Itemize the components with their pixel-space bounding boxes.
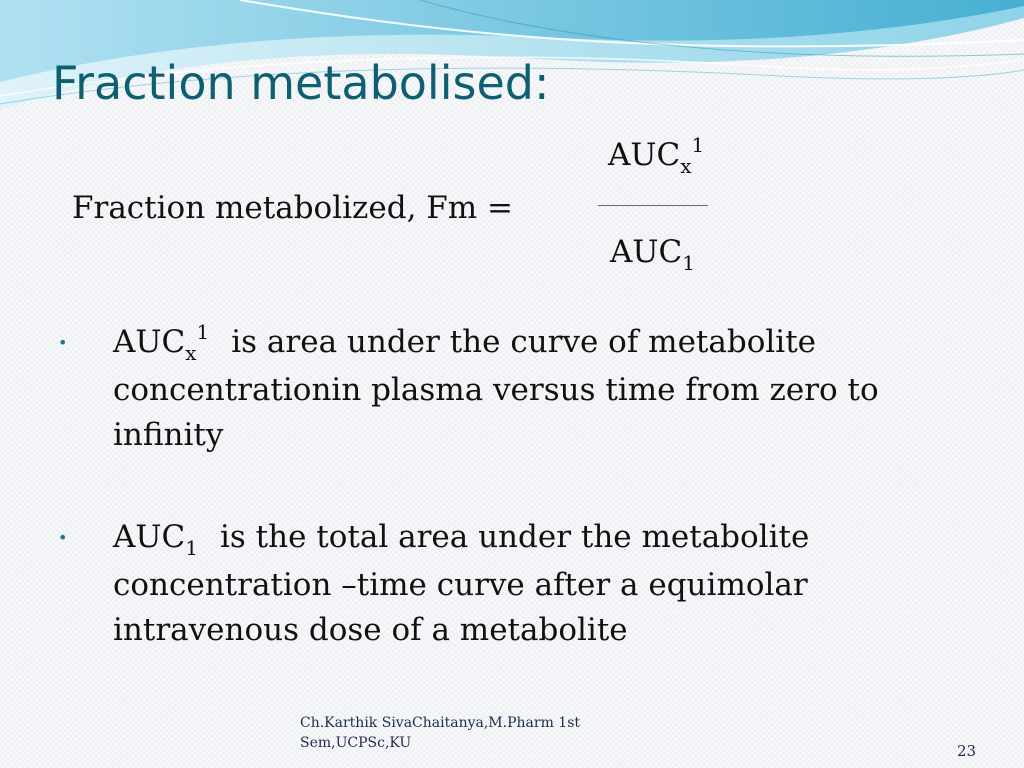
numerator-base: AUC (608, 137, 681, 173)
denominator-base: AUC (610, 234, 683, 270)
page-number: 23 (957, 742, 977, 760)
bullet-text-auc-1: AUC1 is the total area under the metaboli… (113, 515, 913, 653)
fraction-bar (598, 205, 708, 206)
numerator-subscript: x (680, 154, 692, 178)
formula-lhs: Fraction metabolized, Fm = (72, 190, 514, 226)
bullet-description: is area under the curve of metabolite co… (113, 324, 879, 453)
bullet-description: is the total area under the metabolite c… (113, 519, 810, 648)
slide-title: Fraction metabolised: (52, 56, 550, 110)
bullet-term-base: AUC (113, 324, 186, 360)
bullet-text-auc-x1: AUCx1 is area under the curve of metaboli… (113, 320, 913, 458)
bullet-term-subscript: 1 (185, 536, 198, 560)
header-wave-decoration (0, 0, 1024, 110)
bullet-term-base: AUC (113, 519, 186, 555)
denominator-subscript: 1 (682, 251, 695, 275)
bullet-marker: • (58, 528, 68, 547)
footer-author-line: Ch.Karthik SivaChaitanya,M.Pharm 1st (300, 715, 581, 731)
numerator-superscript: 1 (691, 133, 705, 157)
bullet-marker: • (58, 333, 68, 352)
bullet-term-superscript: 1 (196, 320, 210, 344)
formula-denominator: AUC1 (610, 234, 695, 275)
bullet-term-subscript: x (185, 341, 197, 365)
formula-numerator: AUCx1 (608, 133, 704, 178)
footer-author-line: Sem,UCPSc,KU (300, 735, 412, 751)
footer-author: Ch.Karthik SivaChaitanya,M.Pharm 1st Sem… (300, 713, 580, 753)
